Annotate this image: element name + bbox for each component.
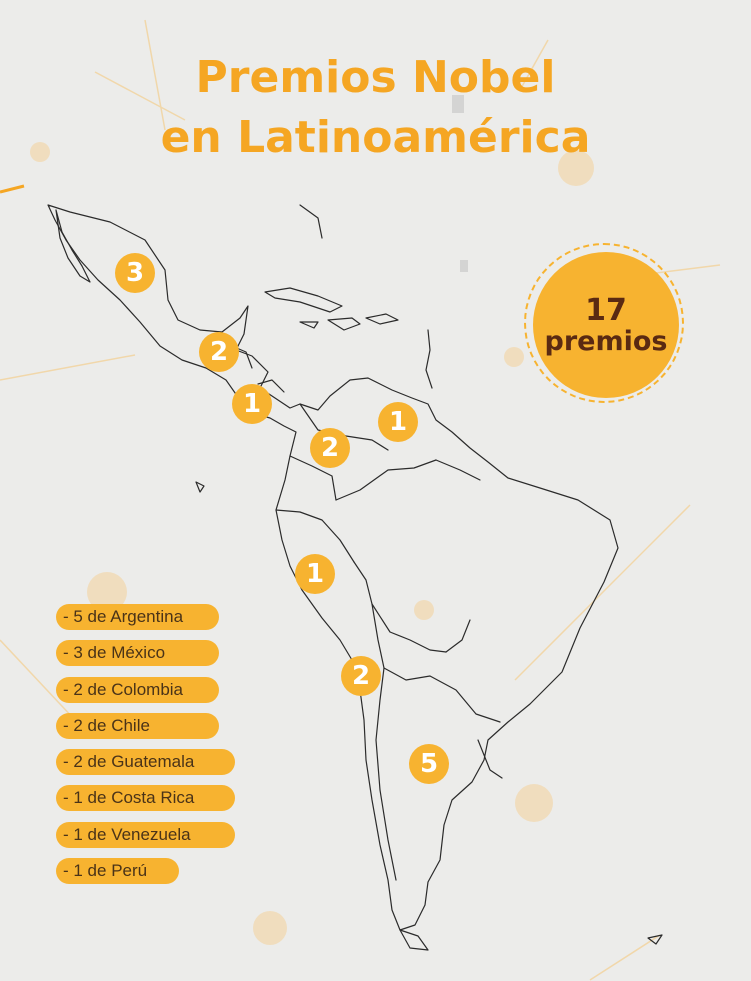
baja-california — [55, 209, 91, 283]
legend-item-chile: - 2 de Chile — [56, 712, 219, 739]
legend-item-colombia: - 2 de Colombia — [56, 676, 219, 703]
legend-item-costa-rica: - 1 de Costa Rica — [56, 785, 235, 812]
badge-argentina: 5 — [409, 744, 449, 784]
badge-chile: 2 — [341, 656, 381, 696]
mainland-outline — [47, 204, 619, 931]
total-prizes-circle: 17 premios — [533, 252, 679, 398]
total-dashed-ring — [524, 243, 684, 403]
total-label: premios — [544, 325, 668, 357]
title-line-2: en Latinoamérica — [160, 112, 591, 163]
badge-colombia: 2 — [310, 428, 350, 468]
badge-peru: 1 — [295, 554, 335, 594]
legend-item-venezuela: - 1 de Venezuela — [56, 821, 235, 848]
legend-item-peru: - 1 de Perú — [56, 858, 179, 885]
badge-guatemala: 2 — [199, 332, 239, 372]
legend-item-guatemala: - 2 de Guatemala — [56, 749, 235, 776]
prizes-legend: - 5 de Argentina - 3 de México - 2 de Co… — [56, 604, 235, 894]
badge-venezuela: 1 — [378, 402, 418, 442]
legend-item-mexico: - 3 de México — [56, 640, 219, 667]
badge-mexico: 3 — [115, 253, 155, 293]
badge-costa-rica: 1 — [232, 384, 272, 424]
title-line-1: Premios Nobel — [195, 52, 556, 103]
total-number: 17 — [585, 292, 627, 328]
legend-item-argentina: - 5 de Argentina — [56, 604, 219, 630]
